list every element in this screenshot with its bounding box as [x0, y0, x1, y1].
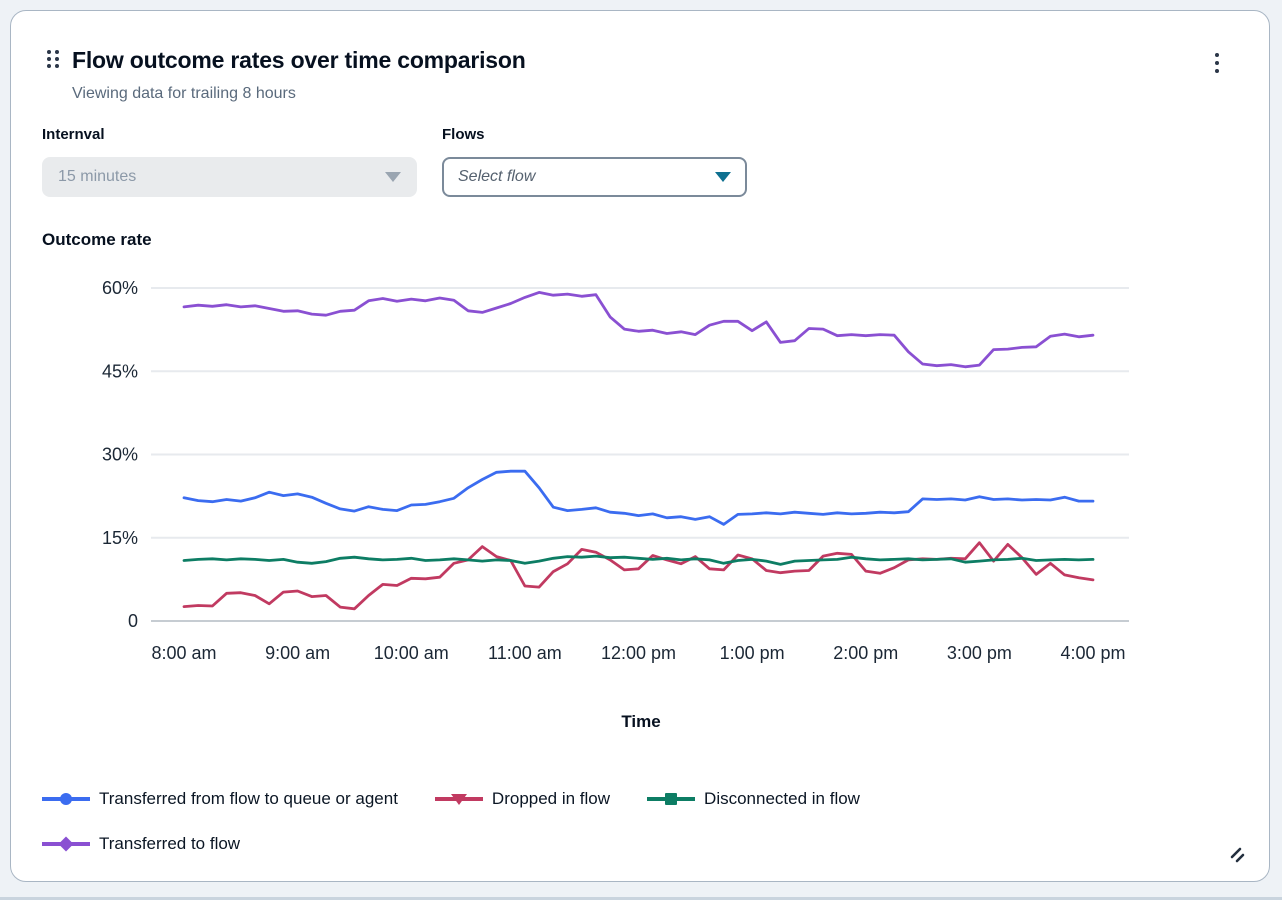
series-line: [182, 554, 1095, 566]
drag-handle-icon[interactable]: [45, 48, 61, 70]
flows-label: Flows: [442, 126, 485, 143]
widget-title: Flow outcome rates over time comparison: [72, 47, 526, 73]
legend-item[interactable]: Dropped in flow: [434, 783, 610, 815]
kebab-menu-icon[interactable]: [1207, 49, 1227, 77]
legend-marker-diamond-icon: [42, 836, 90, 852]
viewport-bottom-edge: [0, 897, 1282, 900]
chart-y-axis-heading: Outcome rate: [42, 230, 152, 249]
x-tick-label: 3:00 pm: [947, 643, 1012, 663]
y-tick-label: 15%: [102, 528, 138, 548]
x-tick-label: 12:00 pm: [601, 643, 676, 663]
y-tick-label: 30%: [102, 445, 138, 465]
x-tick-label: 9:00 am: [265, 643, 330, 663]
x-tick-label: 11:00 am: [488, 643, 562, 663]
caret-down-icon: [385, 172, 401, 182]
flows-select[interactable]: Select flow: [442, 157, 747, 197]
x-tick-label: 8:00 am: [151, 643, 216, 663]
legend-label: Transferred to flow: [99, 834, 241, 853]
x-tick-label: 4:00 pm: [1060, 643, 1125, 663]
series-line: [182, 469, 1095, 526]
legend-item[interactable]: Transferred from flow to queue or agent: [41, 783, 398, 815]
legend-item[interactable]: Transferred to flow: [41, 828, 240, 860]
widget-subtitle: Viewing data for trailing 8 hours: [72, 85, 296, 102]
legend-label: Dropped in flow: [491, 789, 611, 808]
outcome-rate-chart: 0 15% 30% 45% 60% 8:00 am 9:00 am 10:00 am 11:00…: [102, 278, 1129, 663]
legend-item[interactable]: Disconnected in flow: [646, 783, 860, 815]
resize-handle-icon[interactable]: [1227, 845, 1247, 865]
legend-label: Disconnected in flow: [704, 789, 860, 808]
chart-legend: Transferred from flow to queue or agent D…: [41, 783, 1051, 860]
x-tick-label: 10:00 am: [374, 643, 449, 663]
interval-label: Internval: [42, 126, 105, 143]
x-tick-label: 1:00 pm: [720, 643, 785, 663]
x-tick-label: 2:00 pm: [833, 643, 898, 663]
interval-value: 15 minutes: [58, 168, 137, 185]
interval-select: 15 minutes: [42, 157, 417, 197]
caret-down-icon: [715, 172, 731, 182]
series-line: [182, 541, 1095, 611]
series-line: [182, 290, 1095, 369]
legend-marker-triangle-down-icon: [434, 794, 483, 805]
flow-outcome-widget: Flow outcome rates over time comparison …: [10, 10, 1270, 882]
legend-marker-circle-icon: [42, 793, 90, 805]
y-tick-label: 45%: [102, 361, 138, 381]
legend-label: Transferred from flow to queue or agent: [99, 789, 398, 808]
flows-placeholder: Select flow: [458, 168, 536, 185]
chart-x-axis-title: Time: [621, 712, 661, 731]
y-tick-label: 60%: [102, 278, 138, 298]
y-tick-label: 0: [128, 611, 138, 631]
legend-marker-square-icon: [647, 793, 696, 805]
